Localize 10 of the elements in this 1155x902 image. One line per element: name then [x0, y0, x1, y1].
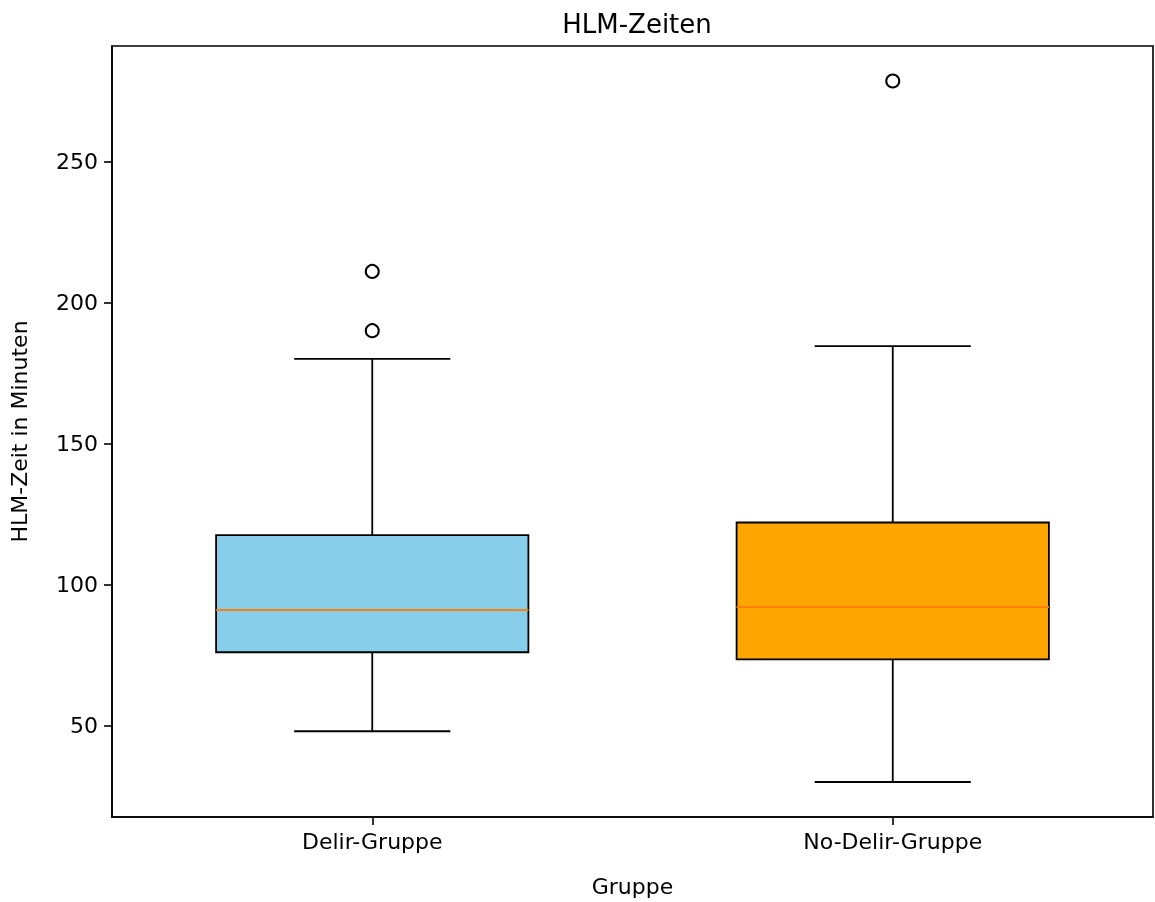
x-tick-label: No-Delir-Gruppe: [803, 828, 983, 854]
x-tick-label: Delir-Gruppe: [301, 828, 443, 854]
y-tick-label: 100: [56, 572, 98, 598]
y-tick-label: 150: [56, 430, 98, 456]
x-axis-title: Gruppe: [591, 873, 674, 899]
y-axis-title: HLM-Zeit in Minuten: [6, 320, 32, 543]
y-tick-label: 250: [56, 148, 98, 174]
y-tick-label: 200: [56, 289, 98, 315]
y-tick-label: 50: [70, 713, 98, 739]
chart-title: HLM-Zeiten: [562, 9, 712, 39]
